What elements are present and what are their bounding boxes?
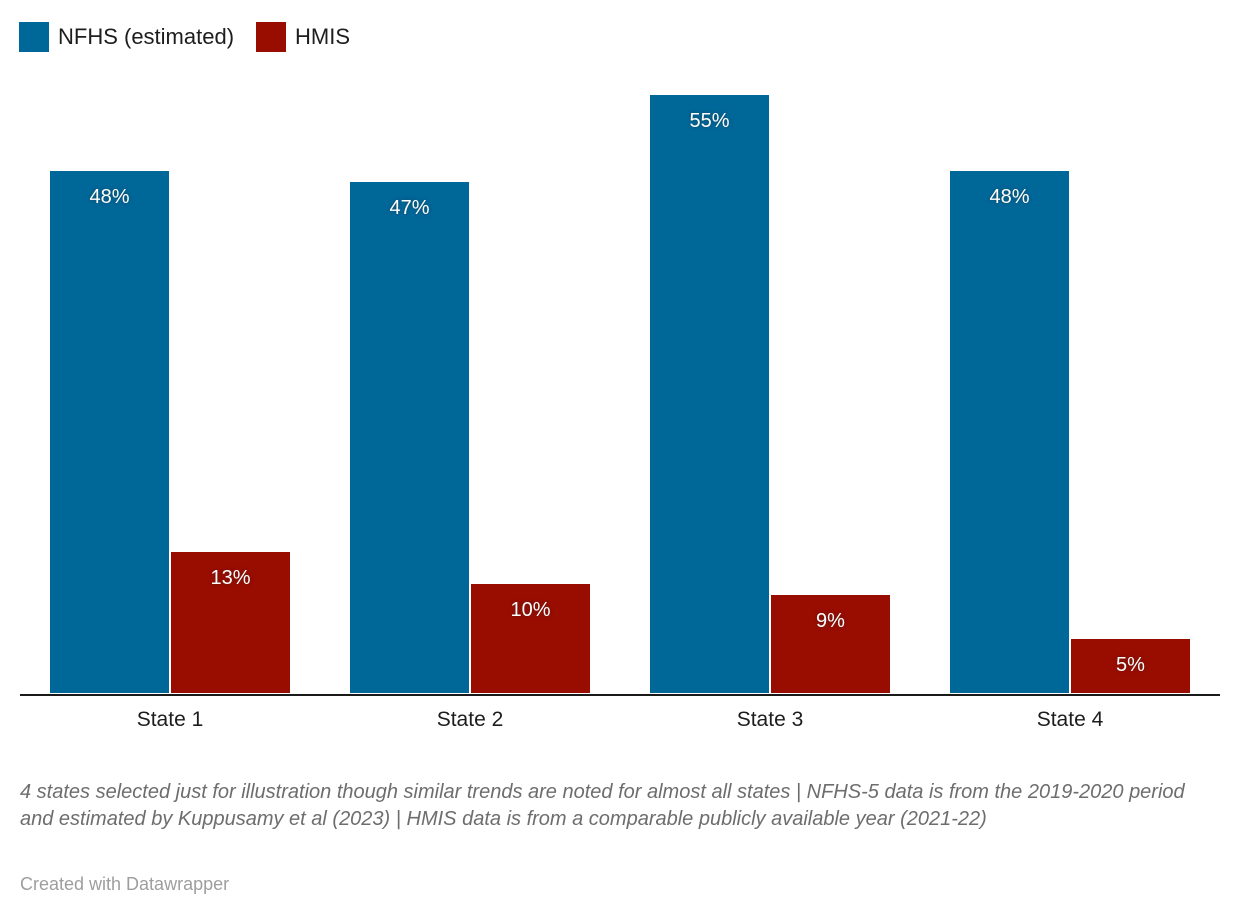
bar-hmis-state-2: 10% <box>471 584 590 693</box>
bar-hmis-state-4: 5% <box>1071 639 1190 693</box>
legend-swatch-nfhs-icon <box>19 22 49 52</box>
legend-label-nfhs: NFHS (estimated) <box>58 24 235 49</box>
x-axis-label-state-3: State 3 <box>736 708 804 731</box>
legend-label-hmis: HMIS <box>295 24 351 49</box>
legend-swatch-hmis-icon <box>256 22 287 52</box>
bar-nfhs-estimated-state-1: 48% <box>50 171 169 693</box>
bar-nfhs-estimated-state-2: 47% <box>350 182 469 693</box>
bar-value-label: 48% <box>989 186 1030 208</box>
bar-nfhs-estimated-state-4: 48% <box>950 171 1069 693</box>
bar-value-label: 9% <box>816 610 845 632</box>
bar-value-label: 5% <box>1116 654 1145 676</box>
x-axis-label-state-2: State 2 <box>436 708 504 731</box>
legend-item-hmis: HMIS <box>256 22 350 52</box>
legend-item-nfhs: NFHS (estimated) <box>19 22 234 52</box>
x-axis-line <box>20 694 1220 696</box>
legend: NFHS (estimated) HMIS <box>19 22 350 52</box>
datawrapper-credit: Created with Datawrapper <box>20 874 230 894</box>
bar-value-label: 10% <box>510 599 551 621</box>
x-axis-label-state-1: State 1 <box>136 708 204 731</box>
plot-area: 48% 13% 47% 10% 55% 9% 48% 5% <box>50 95 1190 693</box>
x-axis-label-state-4: State 4 <box>1036 708 1104 731</box>
bar-hmis-state-3: 9% <box>771 595 890 693</box>
footnote-text: 4 states selected just for illustration … <box>20 781 1185 830</box>
bar-hmis-state-1: 13% <box>171 552 290 693</box>
bar-value-label: 13% <box>210 567 251 589</box>
bar-value-label: 55% <box>689 110 730 132</box>
bar-value-label: 47% <box>389 197 430 219</box>
bar-value-label: 48% <box>89 186 130 208</box>
bar-nfhs-estimated-state-3: 55% <box>650 95 769 693</box>
